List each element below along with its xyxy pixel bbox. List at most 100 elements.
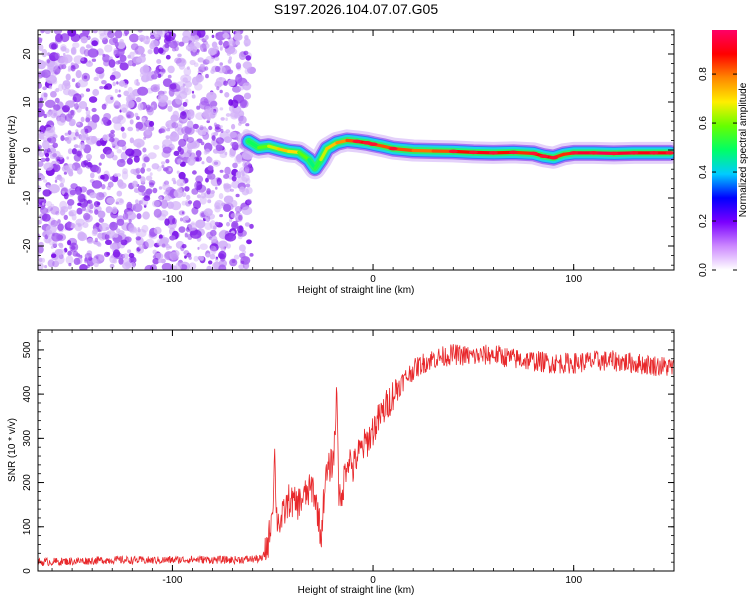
noise-speckle [67, 28, 76, 37]
noise-speckle [97, 233, 102, 239]
noise-speckle [110, 97, 113, 100]
noise-speckle [89, 210, 93, 214]
noise-speckle [187, 157, 195, 166]
noise-speckle [114, 173, 118, 177]
noise-speckle [137, 122, 147, 131]
noise-speckle [220, 90, 223, 94]
noise-speckle [50, 91, 57, 98]
noise-speckle [110, 176, 114, 180]
noise-speckle [145, 239, 154, 248]
noise-speckle [118, 182, 126, 189]
noise-speckle [223, 203, 233, 211]
noise-speckle [154, 227, 162, 234]
noise-speckle [69, 243, 78, 252]
noise-speckle [179, 62, 185, 69]
noise-speckle [57, 117, 66, 126]
noise-speckle [140, 167, 145, 173]
noise-speckle [142, 163, 146, 168]
noise-speckle [46, 127, 54, 133]
noise-speckle [99, 33, 106, 41]
noise-speckle [167, 66, 174, 74]
y-tick-label: 300 [22, 430, 33, 447]
noise-speckle [41, 29, 45, 33]
noise-speckle [129, 219, 132, 223]
noise-speckle [166, 124, 169, 128]
top-y-axis-label: Frequency (Hz) [7, 116, 18, 185]
noise-speckle [158, 259, 162, 263]
noise-speckle [245, 123, 249, 126]
noise-speckle [204, 66, 208, 70]
noise-speckle [215, 187, 218, 190]
noise-speckle [105, 240, 112, 245]
noise-speckle [168, 75, 172, 79]
noise-speckle [217, 182, 220, 186]
noise-speckle [79, 101, 87, 109]
noise-speckle [202, 131, 206, 135]
noise-speckle [221, 246, 226, 251]
noise-speckle [72, 214, 77, 221]
noise-speckle [91, 40, 98, 46]
noise-speckle [184, 186, 189, 192]
noise-speckle [178, 139, 186, 147]
noise-speckle [157, 84, 160, 88]
noise-speckle [47, 232, 52, 237]
noise-speckle [129, 34, 139, 43]
noise-speckle [120, 62, 129, 70]
noise-speckle [246, 55, 252, 61]
noise-speckle [38, 44, 43, 51]
noise-speckle [67, 221, 72, 227]
noise-speckle [184, 255, 187, 258]
noise-speckle [117, 94, 121, 97]
noise-speckle [99, 73, 104, 79]
noise-speckle [59, 244, 63, 248]
noise-speckle [216, 86, 219, 90]
noise-speckle [220, 170, 224, 173]
noise-speckle [182, 244, 187, 248]
noise-speckle [178, 106, 184, 111]
noise-speckle [75, 132, 79, 137]
noise-speckle [92, 89, 99, 96]
noise-speckle [89, 192, 97, 198]
noise-speckle [71, 110, 76, 116]
noise-speckle [225, 233, 236, 242]
noise-speckle [89, 204, 93, 209]
noise-speckle [117, 159, 126, 167]
noise-speckle [109, 59, 116, 68]
noise-speckle [77, 122, 81, 125]
bottom-x-axis-label: Height of straight line (km) [298, 585, 415, 596]
noise-speckle [94, 77, 99, 81]
noise-speckle [195, 220, 205, 229]
noise-speckle [59, 176, 63, 181]
noise-speckle [92, 180, 102, 189]
x-tick-label: 100 [565, 274, 582, 285]
noise-speckle [138, 35, 145, 41]
noise-speckle [115, 41, 119, 47]
ridge-peak [629, 151, 638, 155]
noise-speckle [153, 188, 158, 194]
noise-speckle [128, 224, 134, 233]
noise-speckle [55, 161, 60, 165]
noise-speckle [224, 136, 232, 143]
noise-speckle [208, 126, 212, 130]
noise-speckle [136, 97, 142, 102]
noise-speckle [179, 42, 185, 47]
noise-speckle [96, 166, 101, 173]
ridge-peak [609, 152, 618, 156]
ridge-peak [369, 142, 378, 146]
noise-speckle [211, 246, 214, 249]
noise-speckle [205, 56, 214, 64]
noise-speckle [246, 187, 253, 194]
noise-speckle [115, 61, 120, 65]
noise-speckle [71, 65, 76, 72]
noise-speckle [210, 254, 216, 260]
noise-speckle [171, 122, 178, 128]
ridge-peak [449, 150, 458, 154]
noise-speckle [179, 226, 186, 233]
noise-speckle [43, 189, 52, 196]
noise-speckle [165, 159, 169, 163]
noise-speckle [154, 70, 159, 75]
noise-speckle [246, 178, 251, 184]
noise-speckle [191, 27, 198, 35]
noise-speckle [84, 49, 90, 56]
